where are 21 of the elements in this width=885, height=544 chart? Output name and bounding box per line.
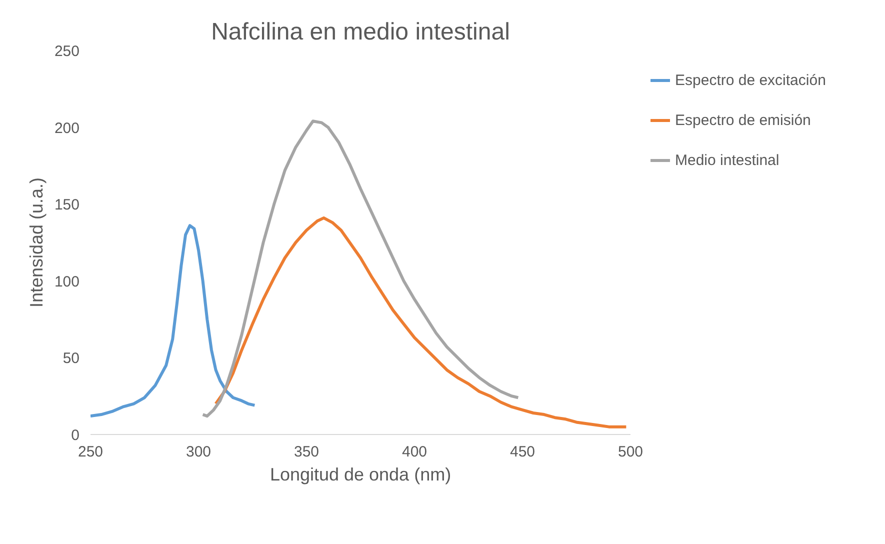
y-tick-label: 100 [54, 273, 80, 290]
legend-label: Espectro de excitación [675, 72, 826, 88]
line-series [214, 216, 628, 428]
legend-label: Medio intestinal [675, 152, 780, 168]
y-tick-label: 150 [54, 196, 80, 214]
y-tick-label: 250 [54, 43, 80, 60]
x-axis-title: Longitud de onda (nm) [270, 464, 452, 484]
x-tick-label: 500 [618, 444, 644, 460]
x-tick-label: 400 [402, 444, 428, 460]
y-tick-label: 0 [71, 427, 80, 444]
x-tick-label: 350 [294, 444, 320, 460]
y-tick-label: 50 [62, 350, 80, 368]
x-tick-label: 250 [78, 444, 104, 460]
chart-title: Nafcilina en medio intestinal [211, 18, 510, 46]
x-tick-label: 300 [186, 444, 212, 460]
line-series [90, 224, 256, 418]
x-tick-label: 450 [510, 444, 536, 460]
y-axis-title: Intensidad (u.a.) [26, 177, 46, 308]
legend-label: Espectro de emisión [675, 112, 811, 128]
y-tick-label: 200 [54, 120, 80, 137]
line-series [201, 120, 520, 418]
